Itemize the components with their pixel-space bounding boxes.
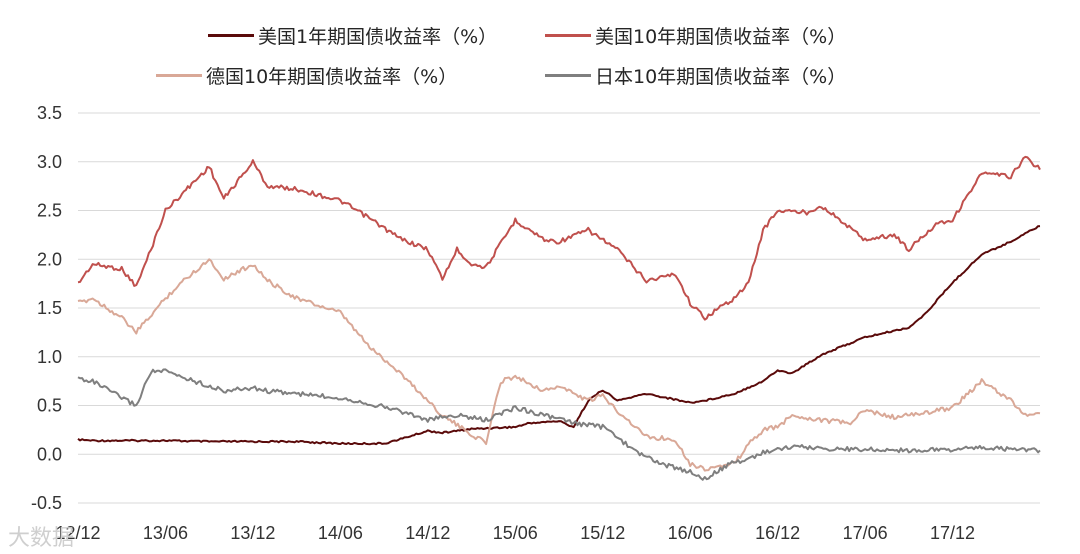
x-tick-label: 17/06 [843, 523, 888, 543]
y-tick-label: 0.0 [37, 444, 62, 464]
x-tick-label: 13/12 [230, 523, 275, 543]
y-tick-label: -0.5 [31, 493, 62, 513]
series-line [77, 155, 1041, 321]
series-line [77, 225, 1041, 446]
y-tick-label: 2.5 [37, 201, 62, 221]
series-line [77, 368, 1041, 481]
x-tick-label: 14/12 [405, 523, 450, 543]
legend-label: 日本10年期国债收益率（%） [595, 66, 847, 88]
x-tick-label: 17/12 [930, 523, 975, 543]
x-tick-label: 14/06 [318, 523, 363, 543]
x-tick-label: 16/12 [755, 523, 800, 543]
legend-swatch [156, 74, 202, 77]
y-tick-label: 3.0 [37, 152, 62, 172]
legend-item-us-1y: 美国1年期国债收益率（%） [208, 22, 497, 49]
y-tick-label: 0.5 [37, 396, 62, 416]
legend-swatch [208, 34, 254, 37]
legend-item-jp-10y: 日本10年期国债收益率（%） [545, 62, 846, 89]
y-axis-ticks: 3.5 3.0 2.5 2.0 1.5 1.0 0.5 0.0 -0.5 [31, 103, 62, 513]
x-tick-label: 15/12 [580, 523, 625, 543]
legend-swatch [545, 34, 591, 37]
legend-label: 美国1年期国债收益率（%） [258, 26, 498, 48]
legend-label: 美国10年期国债收益率（%） [595, 26, 847, 48]
gridlines [78, 112, 1040, 504]
x-tick-label: 13/06 [143, 523, 188, 543]
legend-label: 德国10年期国债收益率（%） [206, 66, 458, 88]
watermark: 大数据 [8, 526, 75, 551]
x-tick-label: 16/06 [668, 523, 713, 543]
series-line [77, 258, 1041, 472]
legend-item-de-10y: 德国10年期国债收益率（%） [156, 62, 457, 89]
x-tick-label: 15/06 [493, 523, 538, 543]
x-axis-ticks: 12/12 13/06 13/12 14/06 14/12 15/06 15/12 16/06… [55, 523, 975, 543]
y-tick-label: 3.5 [37, 103, 62, 123]
x-tick-label: 12/12 [55, 523, 100, 543]
legend-item-us-10y: 美国10年期国债收益率（%） [545, 22, 846, 49]
series-lines [77, 155, 1041, 481]
y-tick-label: 2.0 [37, 249, 62, 269]
y-tick-label: 1.5 [37, 298, 62, 318]
y-tick-label: 1.0 [37, 347, 62, 367]
legend-swatch [545, 74, 591, 77]
